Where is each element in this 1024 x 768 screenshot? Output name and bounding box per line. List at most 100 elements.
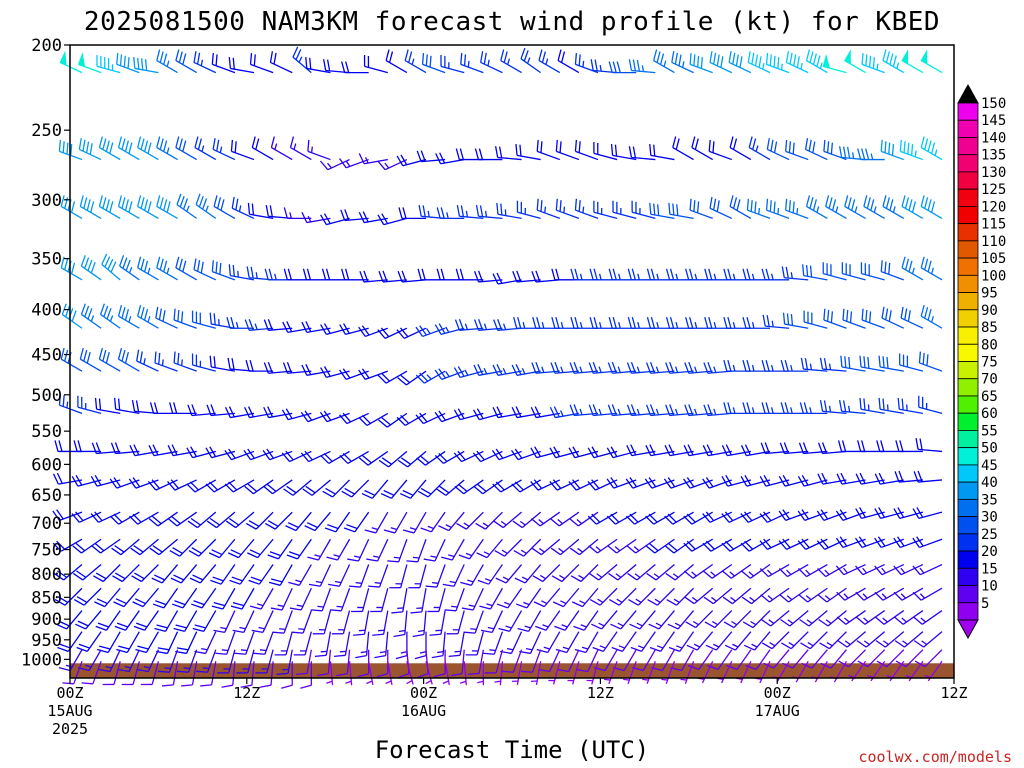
barb-feather xyxy=(857,660,869,668)
barb-feather xyxy=(778,475,786,487)
barb-feather xyxy=(425,585,437,588)
barb-feather xyxy=(249,605,262,610)
barb-feather xyxy=(442,583,455,587)
barb-feather xyxy=(521,670,533,673)
barb-half-feather xyxy=(483,367,488,375)
barb-feather xyxy=(587,447,595,458)
barb-feather xyxy=(231,196,235,209)
barb-feather xyxy=(393,633,405,638)
wind-barb xyxy=(836,610,866,625)
barb-feather xyxy=(559,200,562,212)
barb-feather xyxy=(769,54,772,66)
barb-feather xyxy=(927,260,932,273)
barb-feather xyxy=(830,311,834,323)
barb-feather xyxy=(143,260,149,273)
barb-feather xyxy=(512,520,523,529)
barb-staff xyxy=(568,649,580,672)
barb-staff xyxy=(517,211,541,220)
barb-half-feather xyxy=(166,267,170,275)
barb-feather xyxy=(763,538,772,549)
barb-feather xyxy=(816,510,825,521)
barb-feather xyxy=(253,652,265,655)
barb-feather xyxy=(820,509,829,520)
barb-feather xyxy=(60,195,65,207)
wind-barb xyxy=(668,202,694,220)
barb-feather xyxy=(809,265,813,278)
wind-barb xyxy=(838,146,866,161)
barb-feather xyxy=(230,549,242,556)
barb-staff xyxy=(385,631,389,656)
barb-feather xyxy=(861,52,864,65)
wind-barb xyxy=(855,472,885,485)
barb-half-feather xyxy=(563,206,566,214)
wind-barb xyxy=(838,399,866,415)
barb-half-feather xyxy=(672,573,679,578)
barb-feather xyxy=(458,319,465,331)
barb-feather xyxy=(594,59,598,71)
wind-barb xyxy=(186,446,216,459)
barb-feather xyxy=(234,141,237,153)
barb-staff xyxy=(680,649,695,671)
barb-half-feather xyxy=(539,547,545,553)
barb-feather xyxy=(555,317,560,329)
barb-feather xyxy=(573,404,579,416)
barb-half-feather xyxy=(128,316,132,323)
barb-feather xyxy=(859,397,862,410)
wind-barb xyxy=(626,444,656,457)
barb-feather xyxy=(80,255,86,267)
barb-half-feather xyxy=(494,680,501,683)
barb-feather xyxy=(913,616,923,625)
barb-feather xyxy=(347,558,359,562)
wind-barb xyxy=(822,262,847,281)
barb-feather xyxy=(98,668,111,673)
barb-feather xyxy=(878,397,881,410)
wind-barb xyxy=(112,564,140,583)
wind-barb xyxy=(804,138,828,161)
wind-barb xyxy=(79,347,102,372)
wind-barb xyxy=(300,661,312,689)
barb-feather xyxy=(180,311,184,323)
barb-feather xyxy=(154,351,157,364)
barb-feather xyxy=(230,605,243,610)
barb-half-feather xyxy=(385,680,392,685)
barb-feather xyxy=(143,199,149,211)
wind-barb xyxy=(117,195,140,219)
barb-feather xyxy=(72,572,84,581)
barb-feather xyxy=(630,646,642,652)
wind-barb xyxy=(550,361,579,374)
barb-feather xyxy=(663,478,672,489)
wind-barb xyxy=(745,649,771,670)
colorbar-label: 50 xyxy=(981,441,998,457)
barb-feather xyxy=(374,654,386,659)
wind-barb xyxy=(897,397,924,415)
chart-title: 2025081500 NAM3KM forecast wind profile … xyxy=(84,7,940,37)
barb-feather xyxy=(131,399,136,412)
wind-barb xyxy=(292,46,312,74)
barb-staff xyxy=(863,587,885,601)
barb-feather xyxy=(95,572,107,580)
wind-barb xyxy=(404,49,427,74)
barb-half-feather xyxy=(806,619,813,624)
wind-barb xyxy=(378,270,407,283)
barb-feather xyxy=(105,140,110,152)
barb-feather xyxy=(517,627,529,632)
wind-barb xyxy=(570,564,599,583)
wind-barb xyxy=(208,538,236,559)
barb-feather xyxy=(326,556,338,561)
barb-feather xyxy=(342,412,352,423)
wind-barb xyxy=(918,351,943,372)
barb-feather xyxy=(707,404,713,416)
wind-barb xyxy=(609,587,637,606)
barb-feather xyxy=(867,356,870,369)
barb-feather xyxy=(152,444,159,456)
barb-feather xyxy=(893,591,903,601)
barb-feather xyxy=(94,397,98,410)
barb-half-feather xyxy=(384,162,390,169)
barb-feather xyxy=(159,197,164,209)
barb-feather xyxy=(224,449,232,461)
barb-feather xyxy=(625,515,636,525)
barb-feather xyxy=(127,57,130,69)
y-tick-label: 950 xyxy=(31,631,62,651)
barb-feather xyxy=(474,148,480,160)
barb-feather xyxy=(415,326,424,337)
